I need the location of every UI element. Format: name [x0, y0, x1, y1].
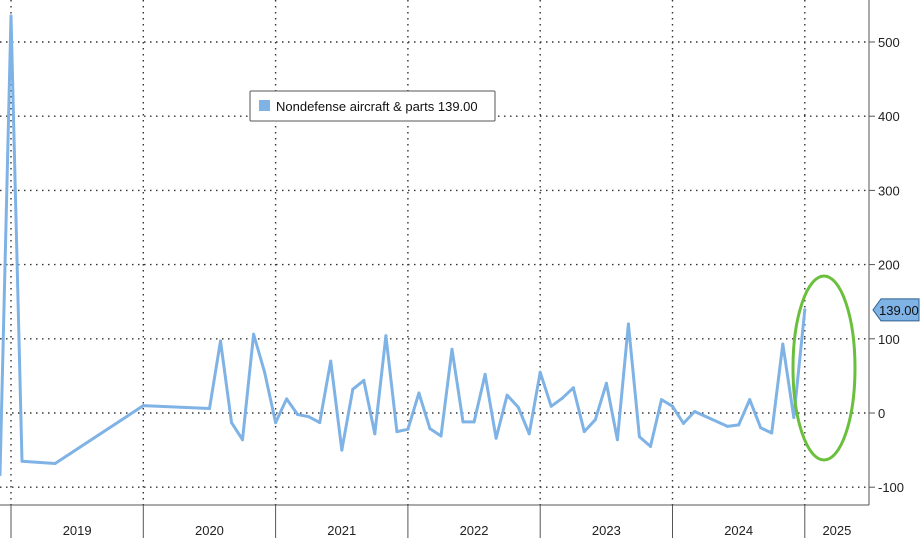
data-point [0, 473, 2, 477]
data-point [274, 421, 278, 425]
data-point [593, 418, 597, 422]
data-point [693, 410, 697, 413]
data-point [682, 421, 685, 425]
y-tick-label: 500 [878, 35, 900, 50]
data-point [748, 398, 752, 402]
data-point [230, 421, 233, 425]
data-point [494, 436, 498, 440]
data-point [615, 438, 619, 442]
data-point [417, 391, 421, 395]
last-value-label: 139.00 [879, 303, 919, 318]
data-point [329, 359, 333, 363]
legend-label: Nondefense aircraft & parts 139.00 [276, 99, 478, 114]
data-point [792, 416, 796, 419]
data-point [141, 404, 145, 408]
data-point [439, 434, 443, 438]
data-point [604, 381, 608, 385]
data-point [483, 372, 487, 376]
data-point [395, 430, 399, 434]
data-point [53, 462, 57, 465]
data-point [461, 420, 465, 424]
data-point [671, 404, 674, 408]
data-point [219, 339, 222, 343]
data-point [571, 386, 575, 390]
x-axis-ticks: 2019 2020 2021 2022 2023 2024 2025 [63, 523, 852, 538]
data-point [549, 404, 553, 408]
x-tick-label: 2022 [460, 523, 489, 538]
data-point [362, 378, 366, 382]
x-tick-label: 2023 [592, 523, 621, 538]
x-tick-label: 2021 [327, 523, 356, 538]
data-point [318, 421, 322, 425]
highlight-ellipse [791, 274, 857, 462]
data-point [527, 432, 531, 436]
data-point [9, 14, 13, 18]
data-point [626, 322, 630, 326]
data-point [384, 334, 388, 338]
data-point [505, 393, 509, 397]
legend: Nondefense aircraft & parts 139.00 [249, 90, 496, 122]
data-point [781, 342, 785, 346]
data-point [252, 332, 256, 336]
y-tick-label: 300 [878, 183, 900, 198]
data-point [450, 347, 454, 351]
data-point [472, 420, 476, 424]
y-tick-label: 200 [878, 258, 900, 273]
data-point [770, 431, 774, 435]
y-tick-label: -100 [878, 480, 904, 495]
data-point [516, 405, 520, 409]
x-tick-label: 2024 [724, 523, 753, 538]
data-point [726, 424, 730, 428]
y-tick-label: 100 [878, 332, 900, 347]
data-point [340, 448, 344, 452]
last-value-badge: 139.00 [872, 298, 920, 322]
data-point [737, 423, 741, 427]
axes [0, 0, 875, 538]
x-tick-label: 2020 [195, 523, 224, 538]
last-value-badge-shape [872, 298, 920, 322]
data-point [307, 415, 311, 419]
data-point [649, 444, 652, 448]
data-point [208, 407, 211, 410]
data-point [285, 397, 289, 401]
y-tick-label: 0 [878, 406, 885, 421]
data-point [803, 308, 807, 312]
data-point [428, 427, 432, 431]
data-point [660, 398, 663, 402]
data-point [241, 438, 244, 442]
x-tick-label: 2025 [822, 523, 851, 538]
legend-swatch [259, 100, 270, 111]
data-point [406, 427, 410, 431]
data-point [373, 432, 377, 436]
data-point [560, 396, 564, 400]
data-point [263, 370, 267, 374]
data-point [637, 435, 641, 439]
data-point [20, 459, 24, 463]
data-point [538, 370, 542, 374]
y-axis-ticks: -100 0 100 200 300 400 500 [878, 35, 904, 495]
x-tick-label: 2019 [63, 523, 92, 538]
legend-box [249, 90, 496, 122]
data-point [582, 430, 586, 434]
data-point [759, 426, 763, 430]
data-point [351, 387, 355, 391]
data-points [0, 14, 807, 477]
data-point [296, 413, 300, 416]
y-tick-label: 400 [878, 109, 900, 124]
